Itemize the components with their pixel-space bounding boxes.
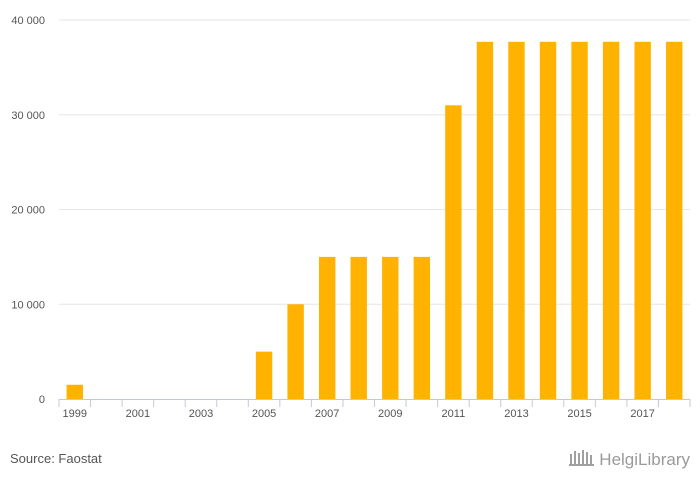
library-logo-icon	[569, 448, 595, 471]
y-axis: 0 10 000 20 000 30 000 40 000	[11, 15, 45, 406]
y-tick-label: 10 000	[11, 299, 45, 311]
bar-2017	[634, 41, 651, 399]
y-tick-label: 30 000	[11, 110, 45, 122]
bar-chart: 1999 2001 2003 2005 2007 2009 2011 2013 2015 2017…	[11, 15, 691, 420]
y-tick-label: 0	[39, 394, 45, 406]
x-tick-label: 2013	[504, 408, 528, 420]
x-tick-label: 2011	[442, 408, 466, 420]
x-tick-label: 2003	[189, 408, 213, 420]
x-tick-label: 2009	[378, 408, 402, 420]
x-tick-label: 2005	[252, 408, 276, 420]
bar-2006	[287, 304, 304, 399]
bar-1999	[66, 384, 83, 399]
bar-2005	[255, 351, 273, 399]
y-tick-label: 40 000	[11, 15, 45, 27]
x-tick-label: 2015	[567, 408, 591, 420]
x-tick-label: 2001	[126, 408, 150, 420]
brand-name: HelgiLibrary	[599, 449, 690, 469]
bar-2007	[318, 256, 336, 399]
brand-logo: HelgiLibrary	[569, 448, 690, 471]
x-tick-label: 1999	[63, 408, 87, 420]
x-axis: 1999 2001 2003 2005 2007 2009 2011 2013 2015 2017	[58, 399, 691, 420]
bar-2013	[508, 41, 525, 399]
bar-2010	[413, 256, 431, 399]
bar-2016	[602, 41, 620, 399]
bar-2009	[382, 256, 399, 399]
bar-2018	[666, 41, 683, 399]
bars	[66, 41, 683, 400]
bar-2014	[539, 41, 557, 399]
bar-2012	[476, 41, 494, 399]
bar-2008	[350, 256, 367, 399]
x-tick-label: 2017	[630, 408, 654, 420]
bar-2011	[445, 105, 462, 400]
y-tick-label: 20 000	[11, 205, 45, 217]
gridlines	[59, 19, 690, 305]
source-note: Source: Faostat	[10, 451, 102, 466]
x-tick-label: 2007	[315, 408, 339, 420]
bar-2015	[571, 41, 588, 399]
